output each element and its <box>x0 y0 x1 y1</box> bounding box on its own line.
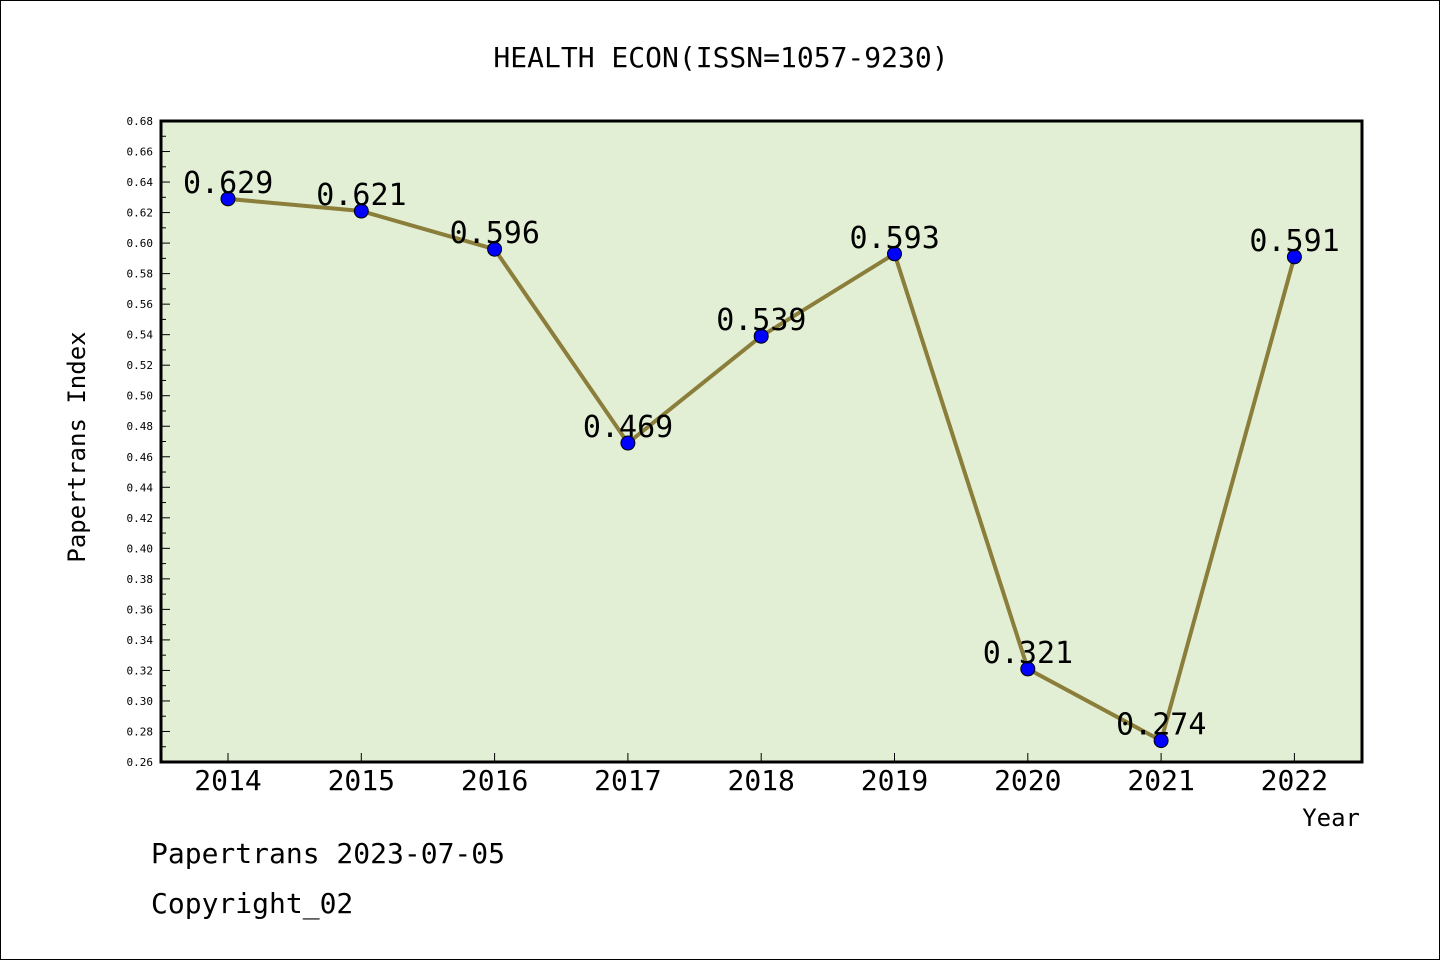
y-tick-label: 0.60 <box>127 237 154 250</box>
data-label: 0.591 <box>1249 224 1339 259</box>
data-point <box>1286 249 1302 265</box>
data-point <box>487 241 503 257</box>
series-layer: 0.629 0.621 0.596 0.469 0.539 0.593 0.321 0.274… <box>183 166 1340 749</box>
y-tick-label: 0.40 <box>127 542 154 555</box>
y-tick-label: 0.46 <box>127 451 154 464</box>
y-tick-label: 0.30 <box>127 695 154 708</box>
footer-copyright: Copyright_02 <box>151 887 354 920</box>
data-label: 0.629 <box>183 166 273 201</box>
data-point <box>620 435 636 451</box>
x-axis-ticks: 2014 2015 2016 2017 2018 2019 2020 2021 2022 <box>194 753 1328 797</box>
data-point <box>1020 661 1036 677</box>
footer-date: Papertrans 2023-07-05 <box>151 837 506 870</box>
x-tick-label: 2018 <box>727 764 794 797</box>
y-tick-label: 0.68 <box>127 115 154 128</box>
data-point <box>753 328 769 344</box>
y-tick-label: 0.42 <box>127 512 154 525</box>
x-tick-label: 2021 <box>1127 764 1194 797</box>
x-tick-label: 2019 <box>861 764 928 797</box>
y-tick-label: 0.50 <box>127 390 154 403</box>
y-tick-label: 0.34 <box>127 634 154 647</box>
data-label: 0.321 <box>983 636 1073 671</box>
data-label: 0.596 <box>450 216 540 251</box>
data-point <box>1153 733 1169 749</box>
y-axis-label: Papertrans Index <box>63 331 91 562</box>
y-tick-label: 0.62 <box>127 207 154 220</box>
data-point <box>220 191 236 207</box>
y-tick-label: 0.66 <box>127 146 154 159</box>
y-tick-label: 0.58 <box>127 268 154 281</box>
x-tick-label: 2014 <box>194 764 261 797</box>
data-label: 0.469 <box>583 410 673 445</box>
data-point <box>887 246 902 262</box>
data-label: 0.621 <box>316 178 406 213</box>
y-tick-label: 0.36 <box>127 603 154 616</box>
data-label: 0.593 <box>850 221 940 256</box>
y-tick-label: 0.52 <box>127 359 154 372</box>
x-axis-label: Year <box>1302 804 1360 832</box>
y-tick-label: 0.32 <box>127 664 154 677</box>
y-tick-label: 0.44 <box>127 481 154 494</box>
data-label: 0.274 <box>1116 708 1206 743</box>
y-axis-ticks: 0.26 0.28 0.30 0.32 0.34 0.36 0.38 0.40 0.42 0.44… <box>127 115 170 769</box>
x-tick-label: 2017 <box>594 764 661 797</box>
y-tick-label: 0.54 <box>127 329 154 342</box>
x-tick-label: 2022 <box>1261 764 1328 797</box>
chart-title: HEALTH ECON(ISSN=1057-9230) <box>493 41 948 74</box>
y-tick-label: 0.64 <box>127 176 154 189</box>
plot-area <box>159 119 1364 764</box>
x-tick-label: 2020 <box>994 764 1061 797</box>
x-tick-label: 2015 <box>328 764 395 797</box>
y-tick-label: 0.28 <box>127 725 154 738</box>
y-tick-label: 0.48 <box>127 420 154 433</box>
y-tick-label: 0.38 <box>127 573 154 586</box>
y-tick-label: 0.56 <box>127 298 154 311</box>
data-point <box>353 203 369 219</box>
y-tick-label: 0.26 <box>127 756 154 769</box>
data-label: 0.539 <box>716 303 806 338</box>
x-tick-label: 2016 <box>461 764 528 797</box>
